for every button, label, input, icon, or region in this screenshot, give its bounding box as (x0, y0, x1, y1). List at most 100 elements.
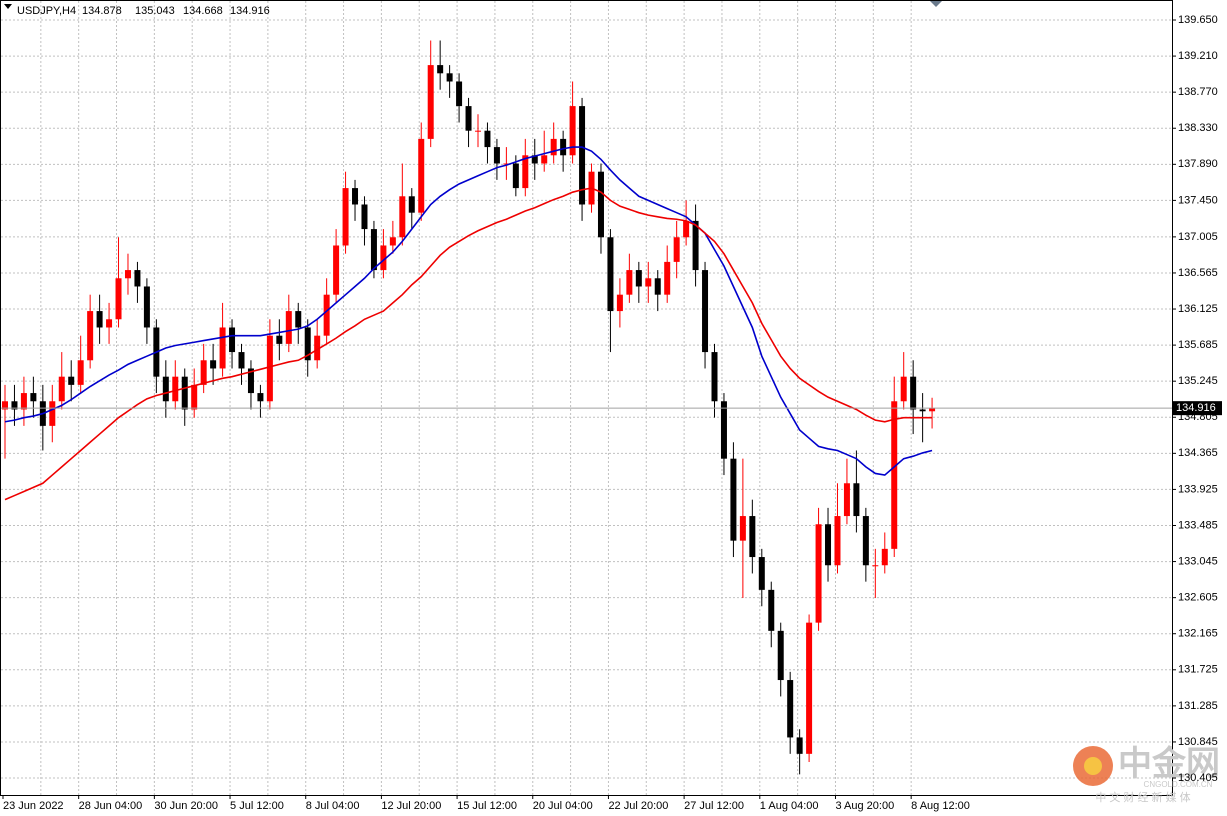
candle-body (342, 188, 349, 246)
candle-body (389, 237, 396, 246)
x-tick-label: 27 Jul 12:00 (684, 800, 744, 812)
x-tick-label: 28 Jun 04:00 (79, 800, 143, 812)
candle-body (465, 106, 472, 131)
candle-body (304, 327, 311, 361)
candle-body (361, 204, 368, 230)
candle-body (446, 73, 453, 82)
candle-body (872, 565, 879, 567)
candle-body (323, 294, 330, 336)
last-price-label: 134.916 (1176, 402, 1216, 414)
candle-body (929, 408, 936, 412)
y-tick-label: 133.925 (1178, 483, 1218, 495)
y-tick-label: 138.770 (1178, 86, 1218, 98)
watermark-url: CNGOLD.COM.CN (1144, 780, 1213, 789)
candle-body (276, 335, 283, 344)
x-tick-label: 8 Aug 12:00 (911, 800, 970, 812)
candle-body (541, 155, 548, 164)
candle-body (550, 138, 557, 156)
candle-body (418, 138, 425, 213)
candle-body (134, 270, 141, 287)
candle-body (522, 155, 529, 189)
candle-body (352, 188, 359, 205)
symbol-menu-icon[interactable] (4, 4, 12, 9)
grid (1, 1, 1172, 795)
watermark-logo-icon-inner (1084, 757, 1102, 775)
candle-body (569, 106, 576, 156)
y-tick-label: 130.845 (1178, 736, 1218, 748)
x-tick-label: 20 Jul 04:00 (533, 800, 593, 812)
candle-body (730, 458, 737, 541)
y-tick-label: 136.565 (1178, 267, 1218, 279)
watermark: 中金网 CNGOLD.COM.CN 中 文 财 经 新 媒 体 (1073, 744, 1220, 804)
candle-body (702, 270, 709, 353)
candle-body (181, 376, 188, 410)
candle-body (739, 516, 746, 541)
y-tick-label: 131.285 (1178, 700, 1218, 712)
shift-marker[interactable] (930, 1, 942, 7)
candle-body (77, 360, 84, 385)
moving-average (4, 146, 933, 476)
x-tick-label: 12 Jul 20:00 (381, 800, 441, 812)
x-tick-label: 23 Jun 2022 (3, 800, 64, 812)
candle-body (172, 376, 179, 402)
candle-body (579, 106, 586, 205)
candle-body (607, 237, 614, 312)
candle-body (30, 393, 37, 402)
candle-body (11, 401, 18, 410)
candle-body (162, 376, 169, 402)
candle-body (919, 409, 926, 412)
candle-body (711, 352, 718, 402)
candle-body (692, 220, 699, 271)
candle-body (862, 516, 869, 566)
candle-body (295, 311, 302, 328)
candle-body (115, 278, 122, 320)
candle-body (853, 483, 860, 517)
candle-body (758, 557, 765, 590)
y-tick-label: 139.210 (1178, 50, 1218, 62)
marks (1, 40, 1172, 775)
candle-body (720, 401, 727, 459)
candle-body (229, 327, 236, 353)
axes: 139.650 139.210 138.770 138.330 137.890 137.4… (2, 14, 1222, 812)
last-close: 134.916 (230, 5, 270, 17)
candle-body (370, 229, 377, 271)
y-tick-label: 137.005 (1178, 231, 1218, 243)
x-tick-label: 15 Jul 12:00 (457, 800, 517, 812)
last-high: 135.043 (135, 5, 175, 17)
candle-body (238, 352, 245, 369)
candle-body (796, 737, 803, 754)
candle-body (597, 171, 604, 238)
y-tick-label: 135.245 (1178, 375, 1218, 387)
last-open: 134.878 (82, 5, 122, 17)
candle-body (427, 65, 434, 139)
candle-body (881, 548, 888, 566)
candle-body (266, 335, 273, 402)
candle-body (96, 311, 103, 328)
last-low: 134.668 (183, 5, 223, 17)
candle-body (380, 245, 387, 271)
candle-body (87, 311, 94, 361)
candle-body (200, 360, 207, 385)
moving-average (4, 187, 933, 501)
chart-title: USDJPY,H4 (17, 5, 76, 17)
last-price-box (1172, 401, 1222, 416)
candle-body (777, 630, 784, 681)
candle-body (645, 278, 652, 287)
candle-body (219, 327, 226, 369)
candle-body (825, 524, 832, 566)
candle-body (635, 270, 642, 287)
y-tick-label: 132.605 (1178, 592, 1218, 604)
candle-body (891, 401, 898, 549)
candle-body (910, 376, 917, 410)
candle-body (512, 163, 519, 189)
y-tick-label: 133.045 (1178, 555, 1218, 567)
candle-body (484, 130, 491, 148)
x-tick-label: 1 Aug 04:00 (760, 800, 819, 812)
y-tick-label: 133.485 (1178, 519, 1218, 531)
candle-body (787, 680, 794, 738)
candle-body (58, 376, 65, 402)
x-tick-label: 22 Jul 20:00 (608, 800, 668, 812)
candle-body (493, 147, 500, 164)
candle-body (503, 163, 510, 165)
